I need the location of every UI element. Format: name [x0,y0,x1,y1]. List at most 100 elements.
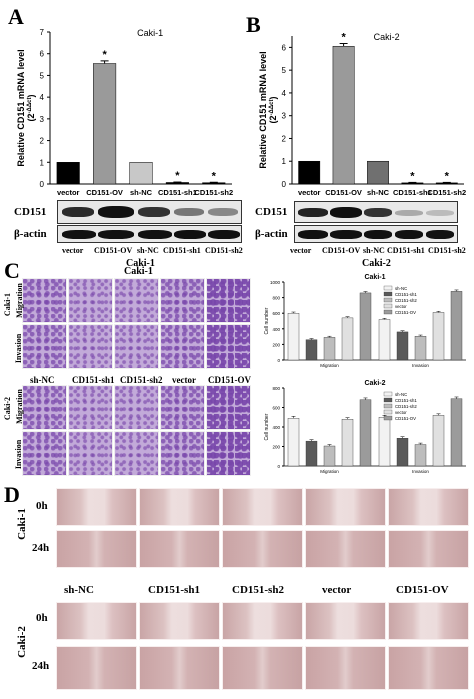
blot-a-actin-label: β-actin [14,228,47,240]
legend-swatch [383,291,393,297]
bar [332,45,355,185]
transwell-micrograph [68,278,113,323]
x-tick-label: Invasion [412,469,429,474]
bar [359,292,372,361]
wound-healing-image [139,488,220,526]
transwell-top-group: Caki-1 [3,292,13,317]
y-tick-label: 7 [40,28,45,37]
y-axis-label: Relative CD151 mRNA level [258,51,268,168]
transwell-bottom-migration: Migration [14,389,24,424]
blot-a-lane-1: vector [62,246,84,255]
x-tick-label: CD151-sh1 [393,188,432,197]
wound-col-5: CD151-OV [396,584,449,596]
band [364,208,392,217]
blot-b-lane-2: CD151-OV [322,246,361,255]
bar [367,160,389,185]
wound-healing-image [305,488,386,526]
band [208,230,240,239]
x-tick-label: sh-NC [130,188,153,197]
wound-healing-image [305,646,386,690]
legend-label: sh-NC [395,392,407,397]
blot-b-actin [294,225,458,243]
chart-title: Caki-1 [364,274,385,281]
bar [305,339,318,361]
transwell-bottom-group: Caki-2 [3,396,13,421]
x-tick-label: vector [57,188,80,197]
bar [93,63,117,185]
x-tick-label: vector [298,188,321,197]
blot-b-lane-4: CD151-sh1 [387,246,425,255]
band [330,207,362,218]
blot-b-actin-label: β-actin [255,228,288,240]
blot-a-lane-3: sh-NC [137,246,159,255]
y-tick-label: 400 [272,327,280,332]
x-tick-label: CD151-sh2 [427,188,466,197]
chart-c-caki2-cell-number: 0 200 400 600 800 Cell number Caki-2 Migration I… [264,380,466,474]
transwell-col-5: CD151-OV [208,375,251,385]
legend-label: vector [395,304,407,309]
bar [396,331,409,361]
legend-swatch [383,285,393,291]
transwell-micrograph [160,278,205,323]
blot-a-actin [57,225,242,243]
y-axis-label-line2: (2-ΔΔct) [268,97,278,124]
y-tick-label: 2 [40,137,45,146]
band [62,230,96,239]
wound-col-3: CD151-sh2 [232,584,284,596]
y-tick-label: 400 [272,425,280,430]
y-tick-label: 200 [272,342,280,347]
chart-title: Caki-2 [374,32,400,42]
y-tick-label: 0 [40,180,45,189]
transwell-col-4: vector [172,375,196,385]
bar [378,417,391,467]
band [174,230,206,239]
bar [378,319,391,361]
y-tick-label: 0 [277,464,280,469]
band [298,230,328,239]
blot-b-cd151-label: CD151 [255,206,288,218]
wound-bottom-group: Caki-2 [15,626,28,658]
wound-healing-image [222,488,303,526]
bar [450,291,463,361]
bar [401,182,424,185]
transwell-micrograph [160,431,205,476]
bar [287,313,300,361]
chart-c-caki1-cell-number: 0 200 400 600 800 1000 Cell number Caki-1 Migrat… [264,274,466,368]
transwell-micrograph [22,385,67,430]
wound-healing-image [388,488,469,526]
bar [432,312,445,361]
transwell-top-invasion: Invasion [14,333,24,364]
panel-label-a: A [8,4,24,29]
y-tick-label: 6 [40,50,45,59]
wound-healing-image [305,602,386,640]
bar [165,182,189,185]
transwell-micrograph [114,324,159,369]
x-tick-label: Invasion [412,363,429,368]
legend-swatch [383,415,393,421]
y-tick-label: 4 [282,89,287,98]
bar [323,445,336,467]
x-tick-label: CD151-OV [86,188,123,197]
x-tick-label: Migration [320,469,339,474]
bar [435,182,458,185]
x-tick-label: Migration [320,363,339,368]
legend-label: CD151-OV [395,416,416,421]
bar [414,336,427,361]
transwell-micrograph [206,324,251,369]
wound-healing-image [56,646,137,690]
transwell-top-migration: Migration [14,283,24,318]
y-axis-label: Cell number [264,307,270,334]
wound-healing-image [388,602,469,640]
wound-healing-image [56,530,137,568]
band [330,230,362,239]
bar [359,399,372,467]
y-axis-label: Relative CD151 mRNA level [16,49,26,166]
legend-label: CD151-sh2 [395,298,417,303]
y-tick-label: 5 [282,66,287,75]
band [62,207,94,217]
bar [298,160,321,185]
bar [129,162,153,185]
bar [450,398,463,467]
transwell-micrograph [22,431,67,476]
transwell-micrograph [206,385,251,430]
